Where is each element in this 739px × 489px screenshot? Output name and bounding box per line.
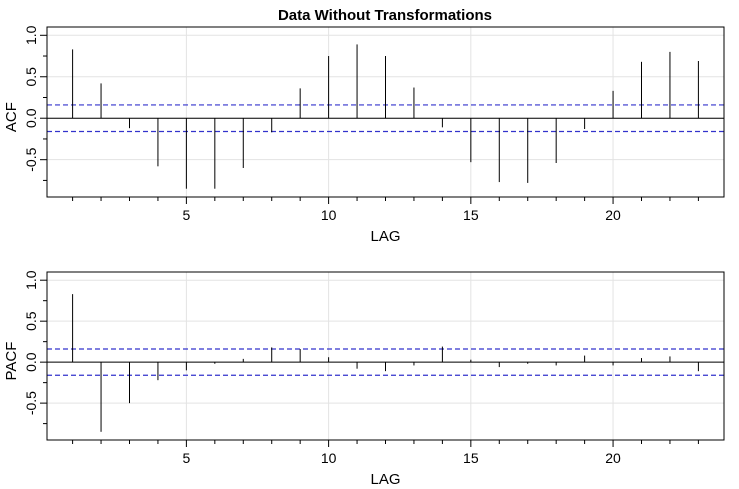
- pacf-plot-frame: [46, 271, 725, 441]
- pacf-y-tick-label: 0.5: [23, 311, 39, 331]
- acf-x-tick-label: 15: [463, 207, 479, 223]
- acf-x-tick-label: 20: [605, 207, 621, 223]
- pacf-x-tick-label: 15: [463, 450, 479, 466]
- acf-panel: 5 10 15 20 -0.5 0.0 0.5 1.0 LAG ACF: [3, 25, 725, 245]
- acf-y-tick-label: 0.5: [23, 67, 39, 87]
- chart-title: Data Without Transformations: [278, 7, 492, 24]
- pacf-y-tick-label: 0.0: [23, 352, 39, 372]
- acf-y-tick-label: 1.0: [23, 25, 39, 45]
- acf-y-axis-label: ACF: [3, 102, 20, 132]
- pacf-panel: 5 10 15 20 -0.5 0.0 0.5 1.0 LAG PACF: [3, 270, 725, 488]
- acf-y-tick-label: -0.5: [23, 147, 39, 171]
- pacf-y-tick-label: -0.5: [23, 391, 39, 415]
- pacf-y-tick-label: 1.0: [23, 270, 39, 290]
- pacf-x-tick-label: 5: [182, 450, 190, 466]
- pacf-x-tick-label: 10: [321, 450, 337, 466]
- acf-x-axis-label: LAG: [370, 228, 400, 245]
- acf-y-tick-label: 0.0: [23, 108, 39, 128]
- pacf-x-axis-label: LAG: [370, 471, 400, 488]
- acf-x-tick-label: 10: [321, 207, 337, 223]
- pacf-y-axis-label: PACF: [3, 342, 20, 381]
- acf-x-tick-label: 5: [182, 207, 190, 223]
- pacf-x-tick-label: 20: [605, 450, 621, 466]
